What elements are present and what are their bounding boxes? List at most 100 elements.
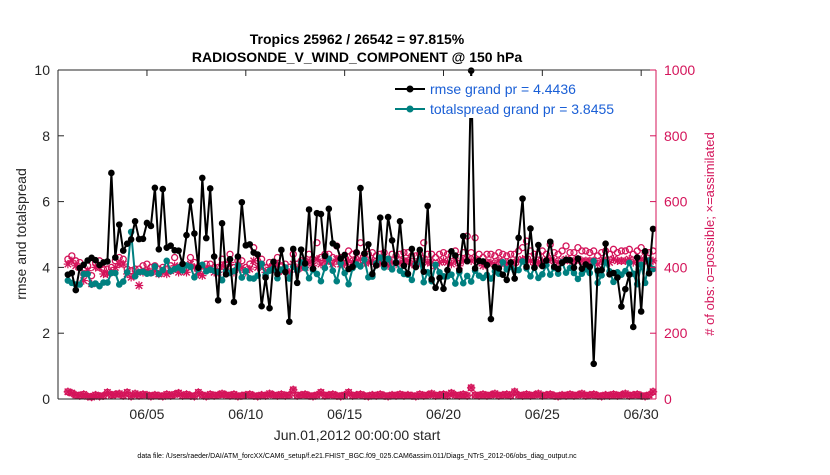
x-tick-label: 06/05 <box>129 406 164 422</box>
totalspread-point <box>420 278 428 286</box>
rmse-point <box>392 259 400 267</box>
y-tick-label-left: 0 <box>42 391 50 407</box>
footnote: data file: /Users/raeder/DAI/ATM_forcXX/… <box>137 453 577 460</box>
legend-spread-label: totalspread grand pr = 3.8455 <box>430 101 614 117</box>
rmse-point <box>535 241 542 249</box>
legend-box <box>388 76 652 118</box>
y-tick-label-right: 200 <box>664 325 688 341</box>
rmse-point <box>361 250 368 257</box>
nused-bottom-point <box>633 390 642 399</box>
rmse-point <box>183 231 190 239</box>
totalspread-point <box>459 279 467 287</box>
nposs-point <box>499 250 507 258</box>
rmse-point <box>155 246 163 253</box>
totalspread-point <box>317 277 325 285</box>
totalspread-point <box>242 267 250 275</box>
nposs-point <box>483 250 491 258</box>
rmse-point <box>519 195 526 202</box>
rmse-point <box>459 232 467 240</box>
rmse-point <box>365 241 372 248</box>
rmse-point <box>448 247 455 255</box>
totalspread-point <box>123 269 131 276</box>
nused-point <box>134 281 144 290</box>
nused-bottom-point <box>455 391 464 400</box>
rmse-point <box>175 247 182 254</box>
totalspread-point <box>570 269 578 277</box>
rmse-point <box>246 241 254 248</box>
rmse-point <box>289 245 297 253</box>
totalspread-point <box>238 274 246 281</box>
totalspread-point <box>590 257 598 265</box>
rmse-point <box>119 247 127 254</box>
rmse-point <box>467 67 475 74</box>
y-tick-label-left: 8 <box>42 128 50 144</box>
rmse-point <box>440 285 447 293</box>
rmse-point <box>388 237 396 244</box>
rmse-point <box>376 214 384 222</box>
totalspread-point <box>131 272 139 280</box>
rmse-point <box>456 266 463 274</box>
totalspread-point <box>329 267 337 274</box>
rmse-point <box>80 261 87 269</box>
totalspread-point <box>163 257 171 265</box>
rmse-point <box>258 302 265 310</box>
rmse-point <box>230 298 238 306</box>
totalspread-point <box>151 263 159 270</box>
rmse-point <box>293 279 301 287</box>
nposs-point <box>435 250 444 258</box>
nused-bottom-point <box>273 391 282 400</box>
totalspread-point <box>546 271 554 278</box>
rmse-point <box>400 262 408 270</box>
rmse-point <box>412 263 420 271</box>
rmse-point <box>108 169 115 177</box>
legend-rmse-label: rmse grand pr = 4.4436 <box>430 81 576 97</box>
y-tick-label-left: 6 <box>42 194 50 210</box>
totalspread-point <box>452 280 459 287</box>
x-tick-label: 06/15 <box>327 406 362 422</box>
rmse-point <box>649 225 657 233</box>
y-tick-label-right: 400 <box>664 259 688 275</box>
rmse-point <box>341 251 348 259</box>
rmse-point <box>147 222 155 230</box>
rmse-point <box>179 260 186 268</box>
rmse-point <box>301 260 309 267</box>
totalspread-point <box>357 263 364 270</box>
rmse-point <box>578 265 586 273</box>
rmse-point <box>297 246 305 253</box>
rmse-point <box>274 270 281 278</box>
rmse-point <box>633 254 641 261</box>
rmse-point <box>357 184 364 192</box>
totalspread-point <box>515 266 522 274</box>
legend-rmse-marker <box>406 85 414 93</box>
nused-point <box>119 259 128 269</box>
totalspread-point <box>574 275 582 283</box>
rmse-point <box>333 242 341 250</box>
y-tick-label-right: 1000 <box>664 62 695 78</box>
nused-bottom-point <box>530 390 539 400</box>
chart-title: Tropics 25962 / 26542 = 97.815% <box>250 31 465 47</box>
totalspread-point <box>301 264 309 272</box>
nused-bottom-point <box>648 387 658 396</box>
nused-bottom-point <box>63 387 73 396</box>
nused-bottom-point <box>289 385 298 394</box>
nposs-point <box>566 248 574 257</box>
nused-bottom-point <box>162 390 171 399</box>
totalspread-point <box>519 258 526 265</box>
totalspread-point <box>384 255 392 263</box>
totalspread-point <box>626 259 633 267</box>
rmse-point <box>317 210 325 218</box>
rmse-point <box>602 240 609 248</box>
rmse-point <box>372 262 380 269</box>
rmse-point <box>626 271 633 278</box>
nposs-point <box>503 252 511 260</box>
rmse-point <box>503 276 511 284</box>
totalspread-point <box>448 271 455 278</box>
y-axis-left-label: rmse and totalspread <box>13 168 29 300</box>
rmse-point <box>206 185 214 192</box>
rmse-point <box>546 238 554 246</box>
rmse-point <box>115 221 123 228</box>
rmse-point <box>195 264 202 272</box>
nposs-point <box>586 248 594 257</box>
totalspread-point <box>179 267 186 274</box>
